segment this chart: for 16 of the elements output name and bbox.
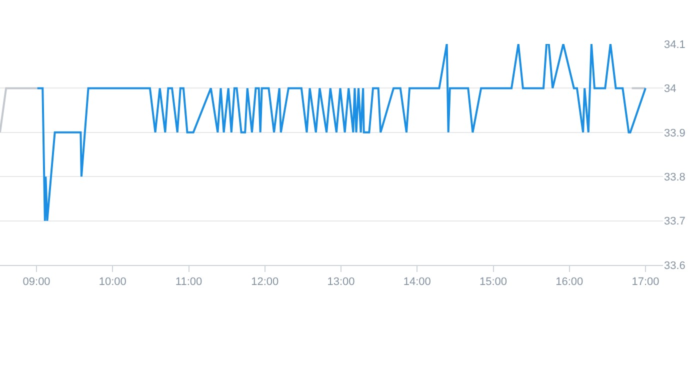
x-tick-label: 11:00 <box>175 276 202 288</box>
x-tick-label: 14:00 <box>403 276 431 288</box>
y-tick-label: 34.1 <box>664 38 686 51</box>
x-tick-label: 10:00 <box>98 276 126 288</box>
y-tick-label: 33.8 <box>664 171 686 184</box>
x-tick-label: 16:00 <box>556 276 584 288</box>
y-tick-label: 33.9 <box>664 127 686 140</box>
x-tick-label: 13:00 <box>327 276 355 288</box>
y-tick-label: 34 <box>664 83 676 96</box>
x-tick-label: 12:00 <box>251 276 279 288</box>
x-tick-label: 15:00 <box>479 276 508 288</box>
x-tick-label: 17:00 <box>632 276 660 288</box>
x-tick-label: 09:00 <box>22 276 50 288</box>
line-series <box>36 44 646 222</box>
y-tick-label: 33.6 <box>664 260 686 272</box>
y-tick-label: 33.7 <box>664 216 686 228</box>
